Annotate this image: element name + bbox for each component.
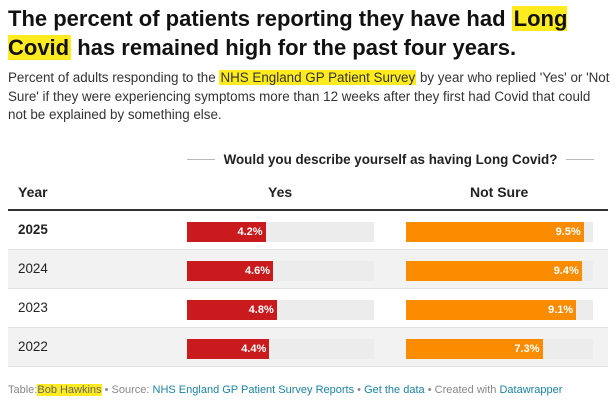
yes-bar-track: 4.2% [187, 222, 374, 242]
yes-bar-value-label: 4.4% [241, 343, 267, 355]
yes-bar: 4.2% [187, 222, 266, 242]
not-sure-bar-value-label: 7.3% [514, 343, 540, 355]
chart-subtitle: Percent of adults responding to the NHS … [8, 69, 610, 125]
footer-source-link[interactable]: NHS England GP Patient Survey Reports [152, 384, 355, 396]
table-row: 2024 4.6% 9.4% [8, 250, 608, 289]
not-sure-bar: 9.5% [406, 222, 584, 242]
footer-table-label: Table: [8, 384, 38, 396]
row-divider [8, 288, 608, 289]
not-sure-bar-value-label: 9.4% [553, 265, 579, 277]
not-sure-bar: 7.3% [406, 339, 543, 359]
footer-author: Bob Hawkins [37, 384, 102, 396]
yes-bar-track: 4.6% [187, 261, 374, 281]
yes-bar-track: 4.4% [187, 339, 374, 359]
subtitle-text-2: by year who replied 'Yes' or 'Not Sure' … [8, 70, 610, 122]
footer-created-with: Created with [434, 384, 497, 396]
question-group-header: Would you describe yourself as having Lo… [187, 150, 595, 168]
column-header-year: Year [18, 184, 48, 200]
not-sure-bar-track: 7.3% [406, 339, 593, 359]
chart-title: The percent of patients reporting they h… [8, 4, 608, 62]
group-header-line-left [187, 158, 215, 160]
footer-datawrapper-link[interactable]: Datawrapper [499, 384, 563, 396]
not-sure-bar-track: 9.4% [406, 261, 593, 281]
footer-sep-1: • [104, 384, 109, 396]
title-text-2: has remained high for the past four year… [77, 35, 517, 60]
row-year: 2024 [18, 261, 48, 276]
column-header-yes: Yes [268, 184, 293, 200]
row-divider [8, 327, 608, 328]
footer-source-label: Source: [111, 384, 150, 396]
yes-bar-value-label: 4.2% [237, 226, 263, 238]
table-row: 2022 4.4% 7.3% [8, 328, 608, 367]
footer: Table:Bob Hawkins • Source: NHS England … [8, 384, 562, 396]
yes-bar-value-label: 4.6% [244, 265, 271, 277]
yes-bar: 4.6% [187, 261, 274, 281]
not-sure-bar-value-label: 9.1% [548, 304, 574, 316]
yes-bar: 4.4% [187, 339, 270, 359]
question-text: Would you describe yourself as having Lo… [223, 151, 558, 167]
yes-bar-track: 4.8% [187, 300, 374, 320]
header-rule [8, 209, 608, 211]
title-text-1: The percent of patients reporting they h… [8, 6, 506, 31]
not-sure-bar-value-label: 9.5% [555, 226, 581, 238]
footer-get-data-link[interactable]: Get the data [364, 384, 425, 396]
not-sure-bar-track: 9.1% [406, 300, 593, 320]
row-year: 2025 [18, 222, 48, 237]
table-row: 2025 4.2% 9.5% [8, 211, 608, 250]
row-year: 2023 [18, 300, 48, 315]
subtitle-text-1: Percent of adults responding to the [8, 70, 216, 85]
footer-sep-3: • [427, 384, 432, 396]
row-year: 2022 [18, 339, 48, 354]
table-row: 2023 4.8% 9.1% [8, 289, 608, 328]
yes-bar: 4.8% [187, 300, 277, 320]
row-divider [8, 249, 608, 250]
yes-bar-value-label: 4.8% [248, 304, 274, 316]
not-sure-bar: 9.1% [406, 300, 577, 320]
subtitle-highlight: NHS England GP Patient Survey [219, 70, 417, 85]
not-sure-bar: 9.4% [406, 261, 582, 281]
group-header-line-right [566, 158, 595, 160]
not-sure-bar-track: 9.5% [406, 222, 593, 242]
column-header-not-sure: Not Sure [470, 184, 529, 200]
footer-sep-2: • [357, 384, 362, 396]
row-divider [8, 366, 608, 367]
